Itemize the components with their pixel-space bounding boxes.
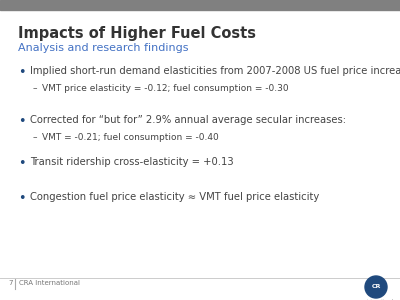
Text: Analysis and research findings: Analysis and research findings (18, 43, 188, 53)
Text: •: • (18, 192, 26, 205)
Text: Implied short-run demand elasticities from 2007-2008 US fuel price increase:: Implied short-run demand elasticities fr… (30, 66, 400, 76)
Text: Transit ridership cross-elasticity = +0.13: Transit ridership cross-elasticity = +0.… (30, 157, 234, 167)
Circle shape (365, 276, 387, 298)
Text: –: – (33, 84, 38, 93)
Text: 7: 7 (8, 280, 12, 286)
Text: CR: CR (371, 284, 381, 289)
Text: –: – (33, 133, 38, 142)
Text: •: • (18, 115, 26, 128)
Text: VMT price elasticity = -0.12; fuel consumption = -0.30: VMT price elasticity = -0.12; fuel consu… (42, 84, 289, 93)
Text: •: • (18, 157, 26, 170)
Text: Congestion fuel price elasticity ≈ VMT fuel price elasticity: Congestion fuel price elasticity ≈ VMT f… (30, 192, 319, 202)
Text: Impacts of Higher Fuel Costs: Impacts of Higher Fuel Costs (18, 26, 256, 41)
Text: CRA International: CRA International (19, 280, 80, 286)
Text: Corrected for “but for” 2.9% annual average secular increases:: Corrected for “but for” 2.9% annual aver… (30, 115, 346, 125)
Text: •: • (18, 66, 26, 79)
Bar (0, 0, 400, 10)
Text: cra international: cra international (359, 299, 393, 300)
Text: VMT = -0.21; fuel consumption = -0.40: VMT = -0.21; fuel consumption = -0.40 (42, 133, 219, 142)
